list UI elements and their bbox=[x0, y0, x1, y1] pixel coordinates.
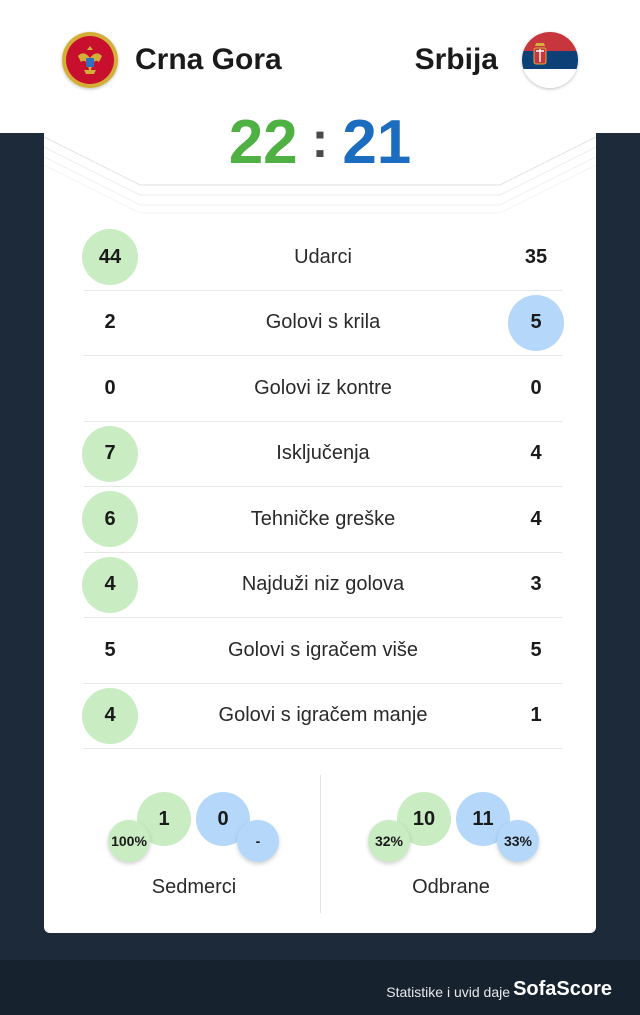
home-score: 22 bbox=[228, 108, 298, 177]
stat-home-value: 0 bbox=[104, 376, 116, 399]
away-team-name: Srbija bbox=[414, 43, 498, 76]
stat-row: 5 Golovi s igračem više 5 bbox=[84, 618, 562, 684]
sofascore-logo[interactable]: SofaScore bbox=[513, 978, 612, 1000]
stat-row: 4 Golovi s igračem manje 1 bbox=[82, 684, 562, 749]
stats-list: 44 Udarci 35 2 Golovi s krila 5 0 Golovi iz kon… bbox=[82, 225, 564, 749]
stat-row: 2 Golovi s krila 5 bbox=[84, 291, 564, 356]
stat-away-value: 1 bbox=[530, 704, 542, 727]
match-score: 22:21 bbox=[0, 108, 640, 181]
away-team[interactable]: Srbija bbox=[415, 32, 578, 88]
stat-label: Udarci bbox=[294, 245, 352, 268]
stat-home-value: 4 bbox=[82, 556, 138, 613]
odbrane-home-value: 10 bbox=[397, 792, 451, 846]
sedmerci-label: Sedmerci bbox=[151, 876, 237, 898]
montenegro-flag-icon bbox=[62, 32, 118, 88]
serbia-flag-icon bbox=[522, 32, 578, 88]
stat-label: Tehničke greške bbox=[250, 507, 396, 530]
stat-home-value: 4 bbox=[82, 687, 138, 744]
odbrane-label: Odbrane bbox=[412, 876, 490, 898]
sedmerci-away-percent: - bbox=[237, 820, 279, 862]
odbrane-home-percent: 32% bbox=[368, 820, 410, 862]
stat-home-value: 44 bbox=[82, 229, 138, 286]
stat-row: 7 Isključenja 4 bbox=[82, 422, 562, 487]
odbrane-away-percent: 33% bbox=[497, 820, 539, 862]
stat-away-value: 0 bbox=[530, 376, 542, 399]
stat-home-value: 2 bbox=[104, 311, 116, 334]
footer: Statistike i uvid daje SofaScore bbox=[0, 960, 640, 1015]
sedmerci-home-percent: 100% bbox=[108, 820, 150, 862]
stat-label: Najduži niz golova bbox=[241, 573, 405, 596]
match-header: Crna Gora Srbija bbox=[0, 0, 640, 133]
summary-section: 1 100% 0 - Sedmerci 10 32% 11 33% Odbran… bbox=[44, 775, 596, 915]
stat-away-value: 4 bbox=[530, 442, 542, 465]
stat-away-value: 3 bbox=[530, 573, 542, 596]
stat-row: 0 Golovi iz kontre 0 bbox=[84, 356, 562, 422]
stat-away-value: 5 bbox=[530, 638, 542, 661]
score-separator: : bbox=[311, 112, 329, 168]
away-score: 21 bbox=[342, 108, 412, 177]
footer-credit-text: Statistike i uvid daje bbox=[386, 984, 510, 1000]
stat-label: Isključenja bbox=[276, 442, 370, 465]
stat-away-value: 5 bbox=[508, 294, 564, 351]
stat-row: 6 Tehničke greške 4 bbox=[82, 487, 562, 553]
stat-home-value: 6 bbox=[82, 491, 138, 548]
stat-away-value: 4 bbox=[530, 507, 542, 530]
stat-label: Golovi s krila bbox=[265, 311, 381, 334]
section-divider bbox=[320, 775, 321, 913]
stat-row: 4 Najduži niz golova 3 bbox=[82, 553, 562, 618]
home-team-name: Crna Gora bbox=[135, 43, 282, 76]
stat-label: Golovi s igračem manje bbox=[218, 704, 428, 727]
stat-label: Golovi iz kontre bbox=[254, 376, 392, 399]
stat-home-value: 7 bbox=[82, 425, 138, 482]
stat-home-value: 5 bbox=[104, 638, 116, 661]
stat-row: 44 Udarci 35 bbox=[82, 225, 562, 291]
stat-label: Golovi s igračem više bbox=[227, 638, 419, 661]
stat-away-value: 35 bbox=[524, 245, 548, 268]
home-team[interactable]: Crna Gora bbox=[62, 32, 282, 88]
